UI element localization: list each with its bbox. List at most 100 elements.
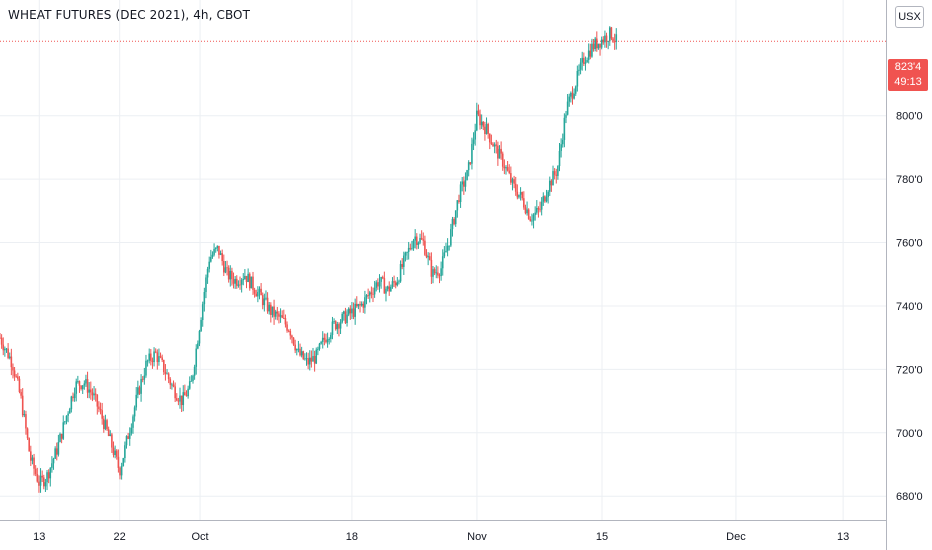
candle bbox=[261, 292, 264, 310]
candle bbox=[154, 348, 157, 354]
candle bbox=[390, 284, 392, 292]
candle bbox=[501, 151, 504, 171]
candle bbox=[480, 114, 483, 130]
candle bbox=[531, 213, 533, 226]
bar-countdown: 49:13 bbox=[894, 76, 922, 88]
candle bbox=[172, 380, 175, 388]
candle bbox=[540, 197, 543, 216]
candle bbox=[292, 337, 295, 346]
candle bbox=[237, 280, 240, 288]
candle bbox=[184, 384, 186, 396]
candle bbox=[132, 414, 134, 434]
candle bbox=[299, 343, 301, 357]
candle bbox=[279, 308, 282, 323]
candle bbox=[81, 385, 84, 394]
candle bbox=[474, 123, 476, 146]
candle bbox=[610, 26, 613, 41]
candle bbox=[558, 142, 561, 172]
candle bbox=[175, 393, 178, 402]
candle bbox=[219, 250, 222, 256]
candle bbox=[190, 375, 193, 382]
candle bbox=[26, 427, 29, 440]
candle bbox=[461, 176, 464, 192]
candle bbox=[59, 432, 61, 443]
candle bbox=[584, 56, 587, 71]
candle bbox=[31, 454, 34, 465]
candle bbox=[467, 160, 470, 177]
candle bbox=[240, 278, 243, 293]
candle bbox=[565, 110, 567, 124]
candle bbox=[492, 142, 494, 147]
candle bbox=[497, 141, 499, 166]
candle bbox=[231, 267, 233, 286]
candle bbox=[124, 441, 126, 463]
candle bbox=[364, 290, 366, 314]
candle bbox=[174, 382, 176, 402]
candle bbox=[597, 43, 600, 50]
candle bbox=[394, 280, 397, 289]
candle bbox=[325, 333, 327, 344]
candle bbox=[459, 181, 462, 208]
candle bbox=[411, 240, 413, 251]
candle bbox=[91, 388, 94, 402]
candle bbox=[266, 292, 269, 314]
candle bbox=[599, 43, 601, 56]
candle bbox=[493, 142, 496, 154]
candle bbox=[612, 37, 614, 43]
price-axis-label: 760'0 bbox=[896, 238, 923, 250]
candle bbox=[218, 245, 220, 259]
candle bbox=[386, 285, 389, 292]
time-axis-label: Oct bbox=[192, 531, 209, 543]
candle bbox=[0, 334, 3, 349]
candle bbox=[320, 340, 322, 345]
candle bbox=[10, 348, 13, 376]
candle bbox=[295, 348, 298, 356]
candle bbox=[433, 267, 436, 276]
candle bbox=[96, 394, 99, 415]
candle bbox=[140, 374, 142, 402]
candle bbox=[519, 187, 522, 201]
candle bbox=[604, 30, 606, 48]
candle bbox=[338, 322, 340, 337]
candle bbox=[475, 102, 478, 132]
candle bbox=[490, 134, 493, 146]
candle bbox=[145, 354, 147, 378]
candle bbox=[412, 238, 415, 251]
candle bbox=[341, 312, 343, 324]
candle bbox=[563, 113, 566, 148]
candle bbox=[47, 469, 50, 484]
candle bbox=[351, 301, 353, 320]
candle bbox=[524, 204, 527, 215]
candle bbox=[2, 337, 5, 356]
candle bbox=[477, 104, 480, 117]
candle bbox=[456, 200, 459, 218]
candle bbox=[36, 467, 39, 483]
candle bbox=[107, 426, 110, 437]
candle bbox=[403, 251, 405, 276]
candle bbox=[128, 427, 131, 446]
candle bbox=[362, 301, 365, 313]
candle bbox=[544, 195, 546, 203]
candle bbox=[260, 283, 262, 296]
price-axis-label: 800'0 bbox=[896, 111, 923, 123]
candle bbox=[226, 260, 228, 276]
candle bbox=[547, 190, 549, 204]
candle bbox=[307, 352, 309, 370]
candle bbox=[510, 166, 512, 185]
candle bbox=[587, 43, 590, 64]
candle bbox=[385, 286, 387, 302]
candle bbox=[255, 289, 258, 297]
candle bbox=[472, 132, 475, 151]
currency-button[interactable]: USX bbox=[895, 6, 924, 28]
candle bbox=[383, 271, 386, 294]
candle bbox=[613, 33, 616, 50]
candle bbox=[313, 350, 316, 372]
candle bbox=[159, 352, 162, 359]
candle bbox=[466, 169, 468, 181]
candle bbox=[39, 468, 42, 493]
candle bbox=[365, 294, 368, 305]
candle bbox=[252, 271, 254, 295]
candle bbox=[458, 194, 460, 204]
candle bbox=[201, 301, 204, 327]
